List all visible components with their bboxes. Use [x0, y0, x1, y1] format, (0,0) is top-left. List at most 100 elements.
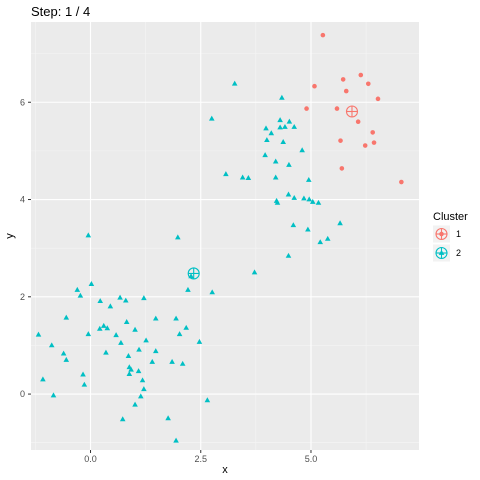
point-cluster-2	[88, 281, 95, 287]
point-cluster-2	[107, 303, 114, 309]
point-cluster-1	[358, 72, 364, 78]
legend-entry-1: 1	[433, 225, 461, 243]
point-cluster-2	[196, 338, 203, 344]
point-cluster-1	[355, 119, 361, 125]
point-cluster-2	[223, 171, 229, 177]
point-cluster-2	[277, 117, 283, 123]
point-cluster-2	[183, 324, 189, 330]
point-cluster-2	[113, 332, 119, 338]
y-axis-title: y	[4, 233, 16, 239]
point-cluster-2	[245, 175, 252, 180]
point-cluster-2	[282, 123, 288, 129]
point-cluster-2	[40, 376, 46, 382]
point-cluster-2	[135, 368, 142, 374]
point-cluster-2	[209, 289, 216, 295]
point-cluster-2	[208, 115, 215, 121]
point-cluster-2	[126, 364, 133, 370]
point-cluster-2	[309, 198, 316, 204]
x-tick-label: 0.0	[84, 454, 97, 464]
point-cluster-2	[337, 220, 343, 226]
point-cluster-2	[175, 234, 181, 240]
point-cluster-2	[279, 94, 285, 100]
point-cluster-2	[35, 331, 42, 337]
legend-entry-2: 2	[433, 244, 461, 262]
legend-entries: 12	[433, 225, 461, 262]
point-cluster-2	[268, 130, 275, 136]
point-cluster-2	[85, 331, 92, 337]
data-points	[35, 32, 404, 443]
point-cluster-1	[371, 140, 377, 145]
point-cluster-2	[286, 161, 292, 167]
y-tick-label: 0	[20, 389, 25, 399]
point-cluster-2	[152, 348, 159, 354]
point-cluster-2	[96, 325, 103, 331]
legend-key-marker	[438, 249, 445, 255]
point-cluster-1	[365, 81, 371, 87]
y-tick-label: 4	[20, 195, 25, 205]
major-gridlines	[31, 22, 419, 450]
point-cluster-2	[126, 371, 133, 376]
point-cluster-1	[340, 77, 346, 82]
cluster-centroids	[187, 105, 359, 280]
point-cluster-2	[63, 314, 70, 320]
point-cluster-2	[141, 386, 147, 392]
point-cluster-2	[132, 401, 138, 407]
point-cluster-2	[143, 337, 149, 343]
point-cluster-1	[320, 32, 326, 38]
legend-label: 1	[456, 229, 461, 239]
point-cluster-2	[262, 152, 268, 158]
point-cluster-1	[370, 130, 376, 135]
point-cluster-1	[375, 96, 381, 102]
point-cluster-2	[176, 331, 183, 337]
x-axis-title: x	[222, 464, 228, 476]
point-cluster-2	[152, 315, 159, 321]
point-cluster-2	[239, 174, 246, 180]
minor-gridlines	[31, 22, 419, 450]
point-cluster-2	[272, 174, 279, 180]
y-tick-label: 2	[20, 292, 25, 302]
point-cluster-2	[141, 295, 147, 301]
point-cluster-1	[312, 83, 317, 89]
point-cluster-2	[60, 350, 67, 356]
point-cluster-2	[315, 199, 322, 205]
point-cluster-2	[119, 416, 126, 422]
centroid-cluster-2	[187, 267, 200, 280]
point-cluster-2	[103, 349, 109, 355]
point-cluster-2	[291, 123, 298, 129]
point-cluster-2	[179, 360, 186, 366]
chart-title: Step: 1 / 4	[31, 4, 90, 19]
point-cluster-2	[104, 325, 111, 331]
point-cluster-1	[304, 106, 309, 111]
point-cluster-2	[277, 124, 283, 130]
point-cluster-2	[301, 195, 307, 201]
point-cluster-2	[139, 377, 146, 383]
point-cluster-2	[136, 346, 142, 352]
point-cluster-2	[125, 353, 132, 358]
point-cluster-2	[100, 322, 107, 328]
y-axis-ticks: 0 2 4 6	[20, 97, 31, 399]
x-axis-ticks: 0.0 2.5 5.0	[84, 450, 317, 464]
point-cluster-2	[264, 137, 270, 143]
point-cluster-2	[204, 397, 211, 403]
point-cluster-2	[280, 139, 286, 144]
point-cluster-2	[137, 393, 144, 399]
point-cluster-2	[263, 125, 269, 131]
point-cluster-2	[272, 158, 279, 164]
point-cluster-2	[185, 286, 191, 292]
legend-title: Cluster	[433, 211, 468, 223]
point-cluster-2	[81, 381, 88, 387]
point-cluster-2	[50, 392, 57, 398]
point-cluster-2	[63, 356, 70, 362]
point-cluster-2	[299, 147, 305, 153]
point-cluster-2	[285, 191, 292, 197]
point-cluster-2	[132, 326, 138, 332]
point-cluster-2	[149, 358, 156, 364]
legend-label: 2	[456, 248, 461, 258]
point-cluster-2	[251, 269, 258, 275]
point-cluster-2	[305, 176, 312, 182]
centroid-cluster-1	[345, 105, 359, 118]
point-cluster-2	[85, 232, 92, 238]
point-cluster-2	[324, 235, 331, 241]
legend: Cluster 12	[433, 211, 468, 262]
